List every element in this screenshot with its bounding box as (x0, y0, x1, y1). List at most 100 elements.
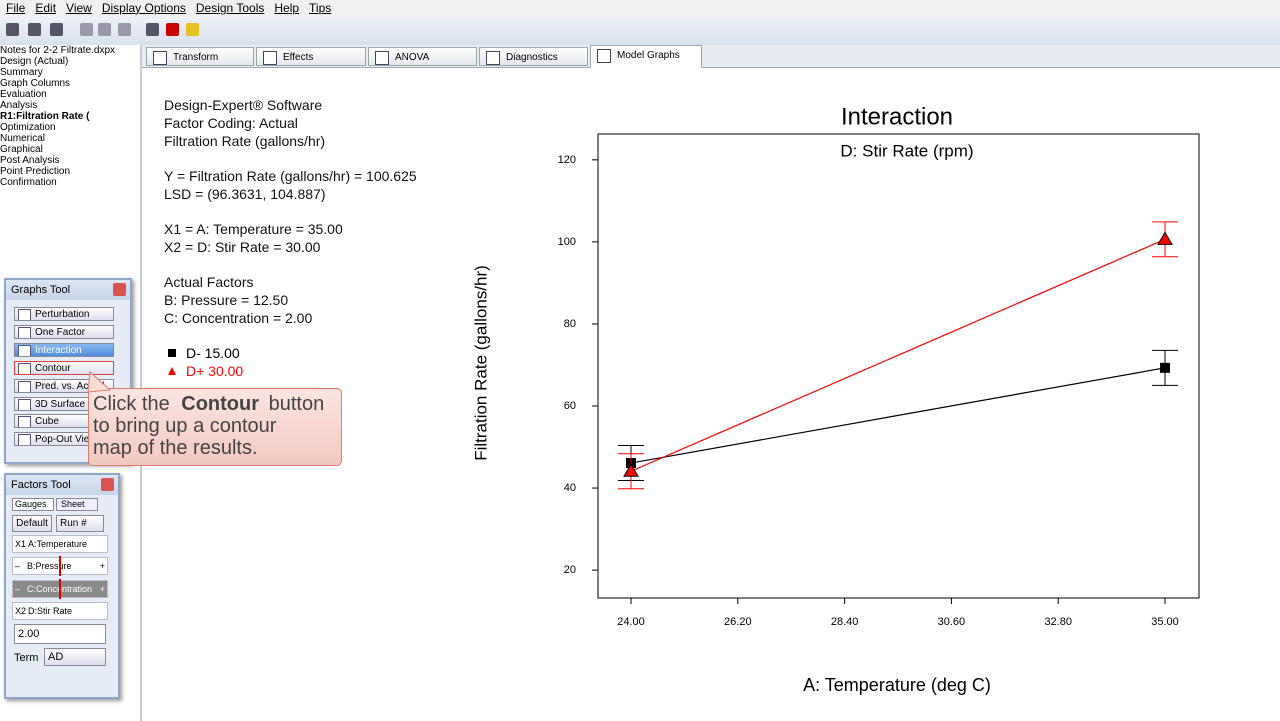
info-line: Y = Filtration Rate (gallons/hr) = 100.6… (164, 168, 417, 184)
info-line: Design-Expert® Software (164, 97, 323, 113)
tree-node[interactable]: R1:Filtration Rate ( (0, 111, 110, 122)
gauge-slider[interactable] (59, 579, 61, 599)
button-icon (18, 398, 31, 410)
term-dropdown[interactable]: AD (44, 648, 106, 666)
help-icon[interactable] (166, 23, 179, 36)
tree-node[interactable]: Graphical (0, 144, 110, 155)
callout-text: to bring up a contour (93, 415, 277, 437)
tips-icon[interactable] (186, 23, 199, 36)
info-line: B: Pressure = 12.50 (164, 292, 289, 308)
gauges-tab[interactable]: Gauges (12, 498, 54, 511)
graph-button[interactable]: Interaction (14, 342, 114, 357)
copy-icon[interactable] (98, 23, 111, 36)
tree-node[interactable]: Point Prediction (0, 166, 110, 177)
tree-node[interactable]: Notes for 2-2 Filtrate.dxpx (0, 45, 136, 56)
x-tick-label: 30.60 (938, 616, 966, 628)
legend-swatch (168, 367, 176, 375)
tree-node[interactable]: Post Analysis (0, 155, 126, 166)
factors-tool: Factors Tool Gauges Sheet Default Run # X1 A:… (4, 473, 120, 699)
panel-title: Factors Tool (6, 475, 118, 495)
info-group: Design-Expert® Software Factor Coding: Ac… (164, 96, 417, 150)
legend-entry: D- 15.00 (164, 344, 417, 362)
gauge-plus[interactable]: + (99, 584, 105, 594)
menu-item[interactable]: Edit (35, 1, 57, 15)
callout-pointer (87, 370, 112, 393)
paste-icon[interactable] (118, 23, 131, 36)
tab-icon (597, 49, 611, 63)
menu-item[interactable]: Tips (309, 1, 332, 15)
close-button[interactable] (101, 478, 114, 491)
menu-item[interactable]: Help (274, 1, 300, 15)
gauge-minus[interactable]: – (15, 561, 21, 571)
cut-icon[interactable] (80, 23, 93, 36)
button-label: 3D Surface (35, 398, 86, 410)
default-button[interactable]: Default (12, 515, 52, 532)
print-icon[interactable] (146, 23, 159, 36)
button-icon (18, 326, 31, 338)
tab-icon (375, 51, 389, 65)
menu-item[interactable]: File (6, 1, 26, 15)
gauge-slider[interactable] (59, 556, 61, 576)
save-icon[interactable] (50, 23, 63, 36)
tree-node[interactable]: Optimization (0, 122, 126, 133)
tree-label: Graph Columns (0, 78, 71, 89)
factor-row[interactable]: – B:Pressure + (12, 556, 108, 576)
tree-label: Numerical (0, 133, 46, 144)
callout-text: Click the (93, 393, 170, 415)
tree-node[interactable]: Summary (0, 67, 110, 78)
tree-node[interactable]: Analysis (0, 100, 126, 111)
tree-node[interactable]: Confirmation (0, 177, 110, 188)
info-line: Filtration Rate (gallons/hr) (164, 133, 326, 149)
tree-node[interactable]: Evaluation (0, 89, 110, 100)
close-button[interactable] (113, 283, 126, 296)
gauge-plus[interactable]: + (99, 561, 105, 571)
button-label: Contour (35, 362, 71, 374)
run-dropdown[interactable]: Run # (56, 515, 104, 532)
legend-entry: D+ 30.00 (164, 362, 417, 380)
tree-label: Design (Actual) (0, 56, 69, 67)
data-point (1160, 362, 1171, 373)
button-label: Cube (35, 416, 59, 428)
tree-label: Point Prediction (0, 166, 71, 177)
term-label: Term (14, 652, 39, 664)
tree-label: Notes for 2-2 Filtrate.dxpx (0, 45, 116, 56)
new-icon[interactable] (6, 23, 19, 36)
button-icon (18, 309, 31, 320)
tree-node[interactable]: Graph Columns (0, 78, 110, 89)
graph-button[interactable]: Contour (14, 360, 114, 375)
tree-node[interactable]: Design (Actual) (0, 56, 126, 67)
tree-label: R1:Filtration Rate ( (0, 111, 90, 122)
gauge-minus[interactable]: – (15, 584, 21, 594)
tab[interactable]: ANOVA (368, 47, 477, 66)
factor-row[interactable]: –C:Concentration+ (12, 579, 108, 599)
tab[interactable]: Diagnostics (479, 47, 588, 66)
menu-item[interactable]: Design Tools (195, 1, 265, 15)
menu-item[interactable]: View (66, 1, 92, 15)
tree-label: Graphical (0, 144, 43, 155)
tab[interactable]: Model Graphs (590, 45, 702, 68)
y-tick-label: 80 (564, 318, 576, 330)
value-input[interactable]: 2.00 (14, 624, 106, 644)
x-tick-label: 24.00 (617, 616, 645, 628)
tab-icon (153, 51, 167, 65)
button-label: Pred. vs. Actual (35, 380, 105, 392)
data-point (1157, 231, 1173, 245)
open-icon[interactable] (28, 23, 41, 36)
factor-row[interactable]: X2 D:Stir Rate (12, 602, 108, 620)
callout-text: button (268, 393, 325, 415)
sheet-tab[interactable]: Sheet (56, 498, 98, 511)
tab[interactable]: Effects (256, 47, 366, 66)
button-label: Perturbation (35, 309, 90, 320)
graph-button[interactable]: Perturbation (14, 307, 114, 321)
menu-item[interactable]: Display Options (101, 1, 186, 15)
y-tick-label: 20 (564, 564, 576, 576)
graph-button[interactable]: One Factor (14, 324, 114, 339)
tab[interactable]: Transform (146, 47, 254, 66)
tree-label: Summary (0, 67, 43, 78)
tree-node[interactable]: Numerical (0, 133, 110, 144)
factor-row[interactable]: X1 A:Temperature (12, 535, 108, 553)
factor-code: X2 (15, 606, 27, 616)
info-line: Actual Factors (164, 274, 254, 290)
plot-frame (597, 133, 1200, 599)
tree-label: Evaluation (0, 89, 47, 100)
